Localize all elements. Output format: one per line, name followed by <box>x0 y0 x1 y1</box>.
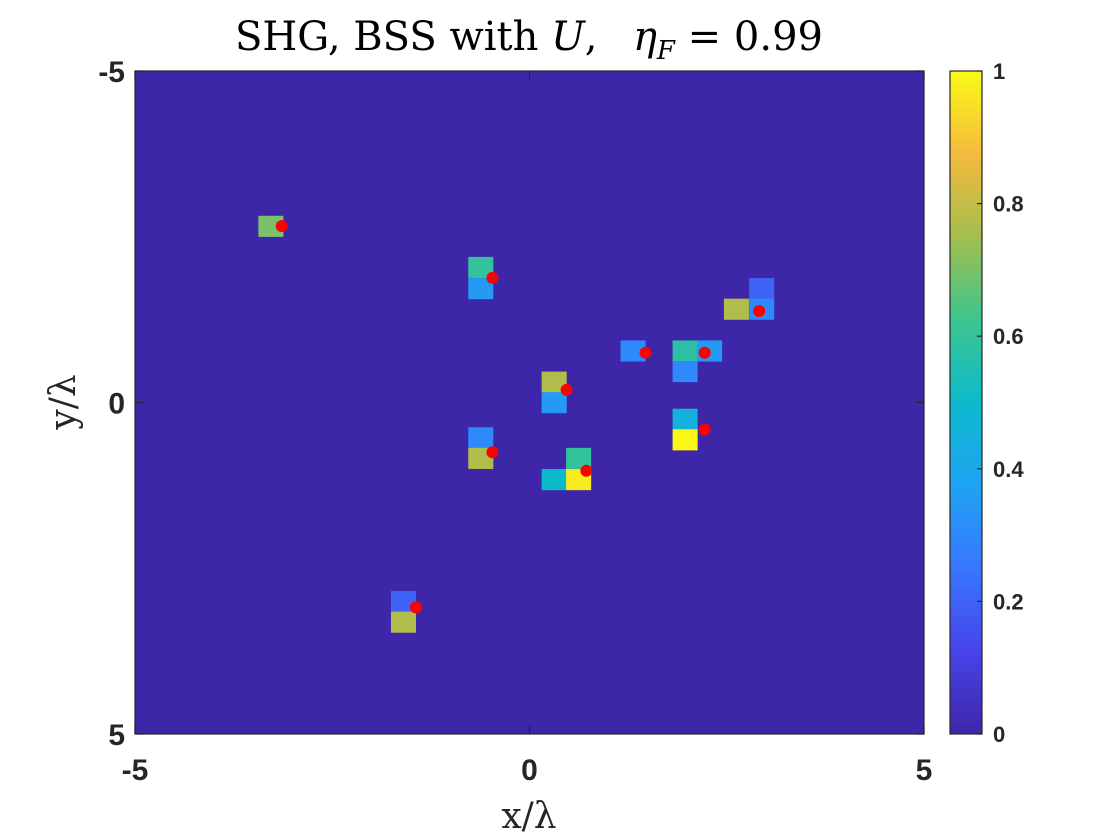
marker-points <box>275 220 766 614</box>
title-sep: , <box>585 14 623 60</box>
plot-area <box>134 70 925 735</box>
heatmap-cell <box>468 256 494 279</box>
marker-point <box>409 601 422 614</box>
y-tick-labels: -5 0 5 <box>98 56 125 752</box>
heatmap-cell <box>390 591 416 613</box>
title-eta: η <box>633 14 657 60</box>
heatmap-cell <box>672 429 698 451</box>
heatmap-cell <box>468 427 494 449</box>
y-tick-label: 0 <box>108 388 125 421</box>
chart-title: SHG, BSS with U, ηF = 0.99 <box>235 14 823 66</box>
colorbar-tick-label: 1 <box>993 59 1005 84</box>
marker-point <box>486 446 499 459</box>
marker-point <box>753 305 766 318</box>
colorbar-tick-label: 0.4 <box>993 457 1024 482</box>
marker-point <box>698 346 711 359</box>
heatmap-cell <box>390 611 416 633</box>
heatmap-cell <box>672 340 698 362</box>
x-tick-label: 5 <box>916 754 933 787</box>
x-axis-label: x/λ <box>501 796 556 837</box>
heatmap-cell <box>672 408 698 430</box>
x-tick-label: -5 <box>122 754 149 787</box>
title-eta-sub: F <box>656 36 676 66</box>
heatmap-cell <box>541 469 567 491</box>
colorbar-tick-label: 0.8 <box>993 192 1024 217</box>
colorbar-tick-label: 0.2 <box>993 589 1024 614</box>
marker-point <box>560 383 573 396</box>
marker-point <box>698 423 711 436</box>
marker-point <box>580 464 593 477</box>
title-u: U <box>551 14 586 60</box>
x-tick-labels: -5 0 5 <box>122 754 933 787</box>
y-tick-label: -5 <box>98 56 125 89</box>
heatmap-cell <box>468 278 494 300</box>
marker-point <box>639 346 652 359</box>
colorbar-tick-label: 0.6 <box>993 324 1024 349</box>
heatmap-cell <box>672 360 698 383</box>
heatmap-cell <box>749 278 775 300</box>
plot-tick-marks <box>134 70 925 735</box>
heatmap-cell <box>723 298 749 320</box>
marker-point <box>486 271 499 284</box>
heatmap-cell <box>566 447 592 469</box>
colorbar-tick-labels: 0 0.2 0.4 0.6 0.8 1 <box>993 59 1024 747</box>
title-value: = 0.99 <box>675 14 823 60</box>
y-tick-label: 5 <box>108 719 125 752</box>
heatmap-cell <box>620 340 646 362</box>
heatmap-cell <box>541 371 567 393</box>
colorbar-gradient <box>949 70 983 735</box>
x-tick-label: 0 <box>521 754 538 787</box>
marker-point <box>275 220 288 233</box>
colorbar-tick-label: 0 <box>993 722 1005 747</box>
colorbar: 0 0.2 0.4 0.6 0.8 1 <box>949 59 1024 747</box>
heatmap-cell <box>541 392 567 414</box>
y-axis-label: y/λ <box>43 374 84 430</box>
heatmap-cell <box>258 215 284 237</box>
title-prefix: SHG, BSS with <box>235 14 551 60</box>
heatmap-background <box>135 71 924 734</box>
colorbar-tick-marks <box>977 70 982 735</box>
